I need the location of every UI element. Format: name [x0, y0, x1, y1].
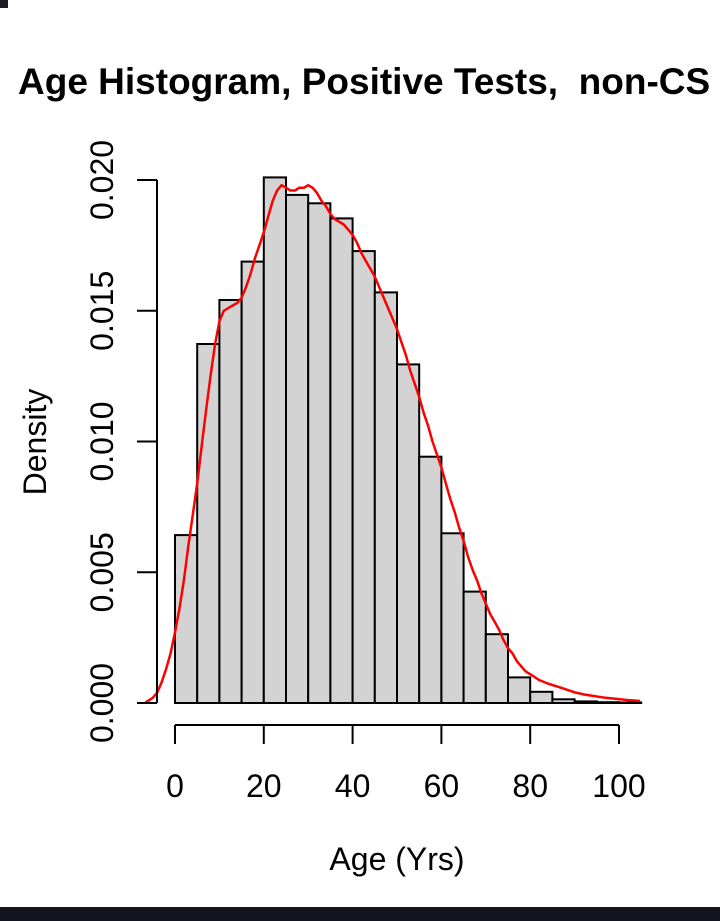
density-curve-layer	[144, 183, 641, 704]
density-curve	[144, 183, 641, 704]
histogram-bar	[307, 202, 332, 705]
histogram-bar	[507, 676, 532, 705]
histogram-bar	[529, 690, 554, 704]
x-tick-label: 80	[512, 768, 548, 804]
y-tick-label: 0.010	[84, 401, 120, 481]
y-axis-label: Density	[17, 389, 53, 496]
histogram-bar	[484, 633, 509, 705]
histogram-bar	[396, 363, 421, 704]
histogram-bar	[418, 455, 443, 705]
histogram-bar	[240, 260, 265, 704]
histogram-bar	[462, 590, 487, 704]
histogram-bars	[174, 176, 643, 705]
histogram-bar	[573, 700, 598, 705]
histogram-bar	[373, 291, 398, 704]
x-tick-label: 40	[335, 768, 371, 804]
window-bottom-bar	[0, 907, 720, 921]
chart-title: Age Histogram, Positive Tests, non-CS	[18, 61, 710, 102]
histogram-bar	[218, 299, 243, 704]
y-tick-label: 0.020	[84, 140, 120, 220]
histogram-bar	[618, 701, 643, 704]
y-tick-label: 0.005	[84, 532, 120, 612]
histogram-bar	[329, 217, 354, 704]
histogram-bar	[285, 193, 310, 704]
x-tick-label: 60	[424, 768, 460, 804]
histogram-bar	[440, 532, 465, 704]
y-tick-label: 0.000	[84, 663, 120, 743]
x-tick-label: 100	[592, 768, 645, 804]
axes-layer: 0.000 0.005 0.010 0.015 0.020 0 20 40 60 80 100	[84, 140, 646, 804]
y-tick-label: 0.015	[84, 271, 120, 351]
x-axis-label: Age (Yrs)	[329, 841, 464, 877]
histogram-bar	[351, 250, 376, 704]
x-tick-label: 0	[166, 768, 184, 804]
histogram-bar	[595, 701, 620, 705]
window-corner-mark	[0, 0, 8, 8]
histogram-bar	[262, 176, 287, 704]
x-tick-label: 20	[246, 768, 282, 804]
histogram-bar	[551, 698, 576, 704]
